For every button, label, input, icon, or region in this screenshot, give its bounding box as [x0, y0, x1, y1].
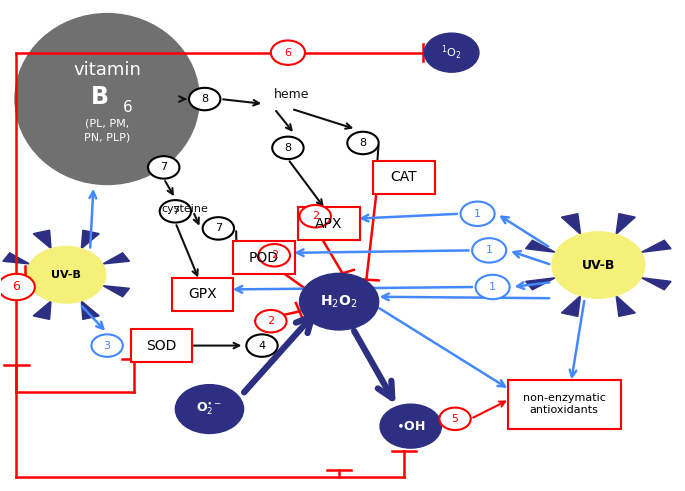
- Polygon shape: [562, 214, 581, 234]
- Text: 3: 3: [103, 341, 111, 351]
- Polygon shape: [616, 296, 635, 316]
- Circle shape: [91, 334, 123, 357]
- Circle shape: [247, 334, 277, 357]
- Circle shape: [475, 275, 510, 299]
- Text: 2: 2: [267, 316, 275, 326]
- Polygon shape: [525, 278, 556, 290]
- Text: SOD: SOD: [147, 339, 177, 353]
- FancyBboxPatch shape: [234, 241, 295, 274]
- Circle shape: [175, 384, 244, 434]
- Circle shape: [425, 33, 479, 72]
- Text: 6: 6: [284, 48, 291, 57]
- Text: $\bullet$OH: $\bullet$OH: [396, 420, 425, 433]
- Circle shape: [256, 310, 286, 332]
- Text: 8: 8: [284, 143, 292, 153]
- Circle shape: [272, 136, 303, 159]
- Circle shape: [258, 244, 290, 267]
- Polygon shape: [3, 253, 29, 264]
- FancyBboxPatch shape: [172, 278, 234, 311]
- Text: 1: 1: [489, 282, 496, 292]
- Ellipse shape: [15, 14, 199, 185]
- Text: UV-B: UV-B: [582, 259, 615, 272]
- Text: 7: 7: [172, 206, 179, 217]
- Text: POD: POD: [249, 251, 279, 265]
- FancyBboxPatch shape: [373, 161, 434, 194]
- Polygon shape: [641, 278, 671, 290]
- Polygon shape: [33, 301, 51, 319]
- Text: APX: APX: [315, 217, 342, 231]
- Circle shape: [380, 404, 441, 448]
- Text: (PL, PM,
PN, PLP): (PL, PM, PN, PLP): [84, 119, 130, 143]
- FancyBboxPatch shape: [298, 207, 360, 240]
- Text: 2: 2: [312, 211, 319, 221]
- Text: B: B: [91, 84, 110, 109]
- Circle shape: [552, 232, 645, 298]
- Polygon shape: [3, 286, 29, 297]
- Text: 5: 5: [451, 414, 458, 424]
- Text: $^1$O$_2$: $^1$O$_2$: [441, 43, 462, 62]
- Polygon shape: [82, 301, 99, 319]
- Polygon shape: [82, 230, 99, 248]
- Text: 8: 8: [360, 138, 366, 148]
- Text: CAT: CAT: [390, 170, 417, 184]
- Polygon shape: [525, 240, 556, 252]
- Circle shape: [472, 238, 506, 263]
- Text: 7: 7: [215, 223, 222, 233]
- Text: 2: 2: [271, 250, 278, 260]
- Text: GPX: GPX: [188, 287, 217, 301]
- Text: non-enzymatic
antioxidants: non-enzymatic antioxidants: [523, 393, 606, 415]
- Polygon shape: [33, 230, 51, 248]
- Text: cysteine: cysteine: [162, 204, 209, 214]
- Text: vitamin: vitamin: [73, 61, 141, 79]
- Text: heme: heme: [274, 88, 310, 102]
- Circle shape: [189, 88, 221, 110]
- Circle shape: [203, 217, 234, 240]
- Text: 4: 4: [258, 341, 266, 351]
- Circle shape: [27, 246, 105, 303]
- Text: 6: 6: [123, 100, 132, 115]
- Text: 8: 8: [201, 94, 208, 104]
- Text: 1: 1: [474, 209, 481, 219]
- Circle shape: [271, 40, 305, 65]
- FancyBboxPatch shape: [131, 329, 192, 362]
- Polygon shape: [103, 286, 129, 297]
- Circle shape: [148, 156, 179, 179]
- Text: 1: 1: [486, 246, 493, 255]
- Circle shape: [0, 274, 35, 300]
- Circle shape: [299, 205, 331, 227]
- Text: 7: 7: [160, 163, 167, 172]
- Circle shape: [347, 132, 379, 154]
- Circle shape: [299, 273, 379, 330]
- Polygon shape: [562, 296, 581, 316]
- Polygon shape: [616, 214, 635, 234]
- Circle shape: [460, 202, 495, 226]
- Text: UV-B: UV-B: [51, 270, 81, 280]
- Polygon shape: [641, 240, 671, 252]
- FancyBboxPatch shape: [508, 380, 621, 429]
- Text: 6: 6: [12, 280, 21, 294]
- Polygon shape: [103, 253, 129, 264]
- Circle shape: [439, 408, 471, 430]
- Text: O$_2^{\bullet -}$: O$_2^{\bullet -}$: [197, 401, 223, 417]
- Circle shape: [160, 200, 191, 222]
- Text: H$_2$O$_2$: H$_2$O$_2$: [321, 294, 358, 310]
